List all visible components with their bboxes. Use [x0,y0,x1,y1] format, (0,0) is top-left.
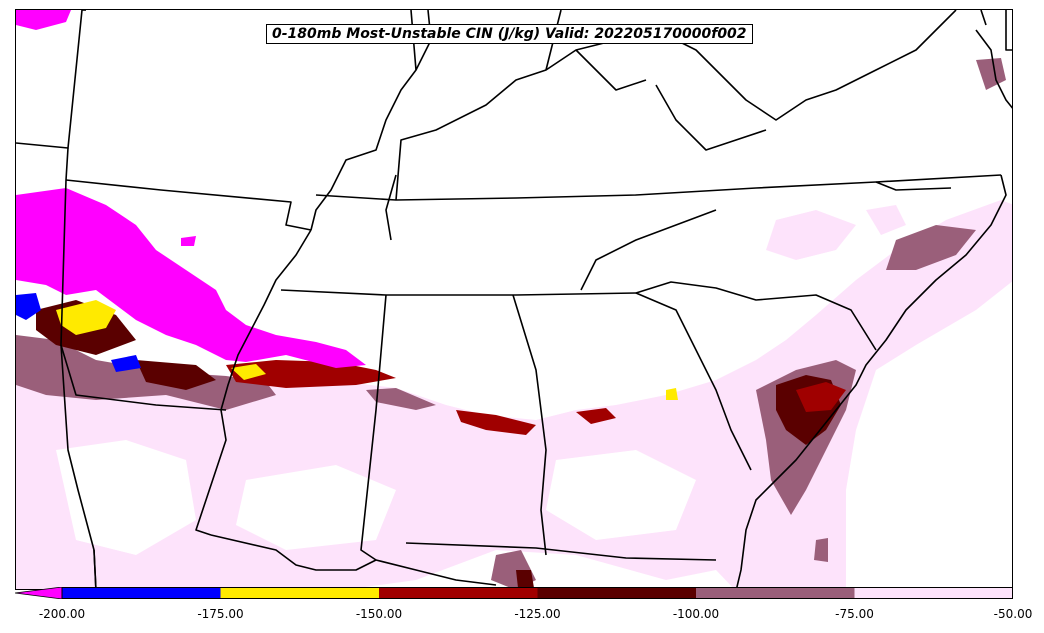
colorbar-frame [61,587,1013,599]
colorbar-bin-0 [62,587,221,599]
colorbar-bin-1 [220,587,379,599]
colorbar-bin-3 [537,587,696,599]
colorbar-tick-label: -175.00 [197,607,244,621]
colorbar-tick-label: -125.00 [514,607,561,621]
colorbar-tick-label: -200.00 [38,607,86,621]
cin-field-blue [16,293,141,372]
map-panel: 0-180mb Most-Unstable CIN (J/kg) Valid: … [15,9,1013,590]
cin-map [16,10,1012,589]
colorbar-tick-label: -150.00 [355,607,403,621]
colorbar-bins [62,587,1013,599]
map-title: 0-180mb Most-Unstable CIN (J/kg) Valid: … [266,24,753,44]
cin-field-yellow [56,300,678,400]
colorbar-bin-2 [379,587,538,599]
colorbar-tick-label: -50.00 [993,607,1033,621]
colorbar [15,587,1013,599]
cin-field-red [226,360,846,435]
cin-field-magenta [16,10,366,368]
colorbar-extend-low [15,587,63,599]
colorbar-tick-label: -75.00 [835,607,874,621]
colorbar-bin-4 [696,587,855,599]
colorbar-bin-5 [854,587,1013,599]
colorbar-tick-label: -100.00 [672,607,720,621]
state-borders [16,10,1012,589]
cin-field-gaps [56,440,696,555]
